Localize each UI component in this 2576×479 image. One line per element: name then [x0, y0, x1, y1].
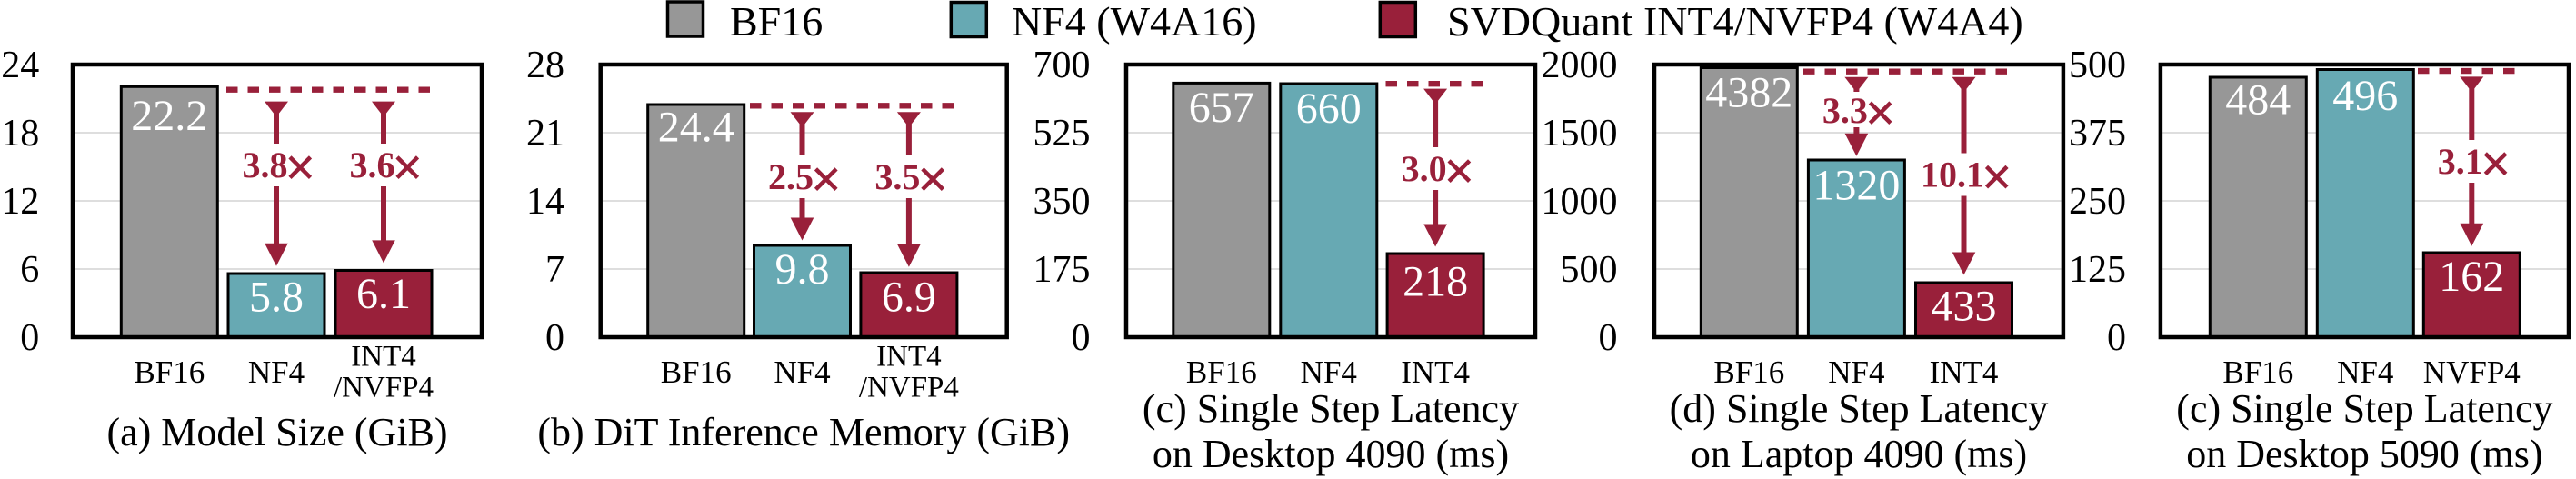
svg-text:NF4: NF4: [774, 354, 830, 390]
svg-text:24.4: 24.4: [658, 104, 734, 152]
svg-text:22.2: 22.2: [131, 92, 207, 140]
svg-text:3.3: 3.3: [1822, 90, 1868, 131]
svg-text:350: 350: [1033, 181, 1091, 223]
svg-text:218: 218: [1403, 258, 1468, 306]
svg-text:9.8: 9.8: [775, 245, 830, 294]
svg-text:NF4: NF4: [1301, 354, 1357, 390]
svg-text:INT4: INT4: [876, 341, 941, 374]
svg-text:0: 0: [2107, 317, 2126, 359]
svg-text:3.1: 3.1: [2438, 141, 2483, 182]
svg-text:7: 7: [545, 249, 564, 291]
svg-text:0: 0: [20, 317, 39, 359]
svg-text:INT4: INT4: [351, 341, 415, 374]
svg-text:3.5: 3.5: [874, 156, 920, 197]
svg-text:NF4 (W4A16): NF4 (W4A16): [1012, 0, 1257, 45]
svg-text:6: 6: [20, 249, 39, 291]
svg-text:500: 500: [2069, 45, 2126, 86]
svg-text:2000: 2000: [1542, 45, 1618, 86]
svg-text:INT4: INT4: [1401, 354, 1470, 390]
svg-text:1500: 1500: [1542, 113, 1618, 155]
svg-text:3.6: 3.6: [350, 145, 395, 185]
svg-text:on Desktop 4090 (ms): on Desktop 4090 (ms): [1153, 432, 1509, 476]
svg-text:4382: 4382: [1705, 69, 1792, 117]
svg-text:660: 660: [1296, 85, 1362, 133]
svg-text:0: 0: [1072, 317, 1091, 359]
svg-text:(d) Single Step Latency: (d) Single Step Latency: [1670, 386, 2049, 431]
svg-text:(c) Single Step Latency: (c) Single Step Latency: [2176, 386, 2552, 431]
svg-text:2.5: 2.5: [768, 156, 814, 197]
svg-text:BF16: BF16: [661, 354, 732, 390]
svg-text:6.1: 6.1: [356, 270, 411, 318]
svg-text:496: 496: [2332, 72, 2398, 120]
svg-text:BF16: BF16: [2222, 354, 2293, 390]
svg-text:0: 0: [545, 317, 564, 359]
svg-text:125: 125: [2069, 249, 2126, 291]
svg-text:375: 375: [2069, 113, 2126, 155]
svg-text:3.8: 3.8: [243, 145, 288, 185]
svg-text:(c) Single Step Latency: (c) Single Step Latency: [1143, 386, 1519, 431]
svg-text:3.0: 3.0: [1402, 148, 1447, 189]
svg-text:433: 433: [1932, 283, 1997, 331]
svg-text:18: 18: [1, 113, 39, 155]
svg-text:/NVFP4: /NVFP4: [334, 372, 434, 404]
svg-text:21: 21: [526, 113, 564, 155]
svg-text:SVDQuant INT4/NVFP4 (W4A4): SVDQuant INT4/NVFP4 (W4A4): [1447, 0, 2023, 45]
svg-text:BF16: BF16: [1186, 354, 1257, 390]
svg-text:INT4: INT4: [1930, 354, 1999, 390]
svg-text:/NVFP4: /NVFP4: [859, 372, 959, 404]
svg-text:525: 525: [1033, 113, 1091, 155]
svg-text:NF4: NF4: [1828, 354, 1884, 390]
svg-text:on Laptop 4090 (ms): on Laptop 4090 (ms): [1691, 432, 2027, 476]
svg-text:12: 12: [1, 181, 39, 223]
svg-text:175: 175: [1033, 249, 1091, 291]
svg-text:NVFP4: NVFP4: [2423, 354, 2521, 390]
svg-text:1320: 1320: [1812, 162, 1900, 210]
svg-text:162: 162: [2439, 253, 2504, 301]
svg-text:1000: 1000: [1542, 181, 1618, 223]
svg-text:0: 0: [1599, 317, 1618, 359]
svg-text:657: 657: [1189, 84, 1254, 132]
svg-text:(a) Model Size (GiB): (a) Model Size (GiB): [106, 410, 447, 454]
svg-text:6.9: 6.9: [882, 274, 936, 322]
svg-text:500: 500: [1561, 249, 1618, 291]
svg-text:NF4: NF4: [2337, 354, 2393, 390]
svg-text:NF4: NF4: [248, 354, 305, 390]
svg-text:14: 14: [526, 181, 564, 223]
svg-text:10.1: 10.1: [1921, 155, 1984, 195]
svg-text:250: 250: [2069, 181, 2126, 223]
svg-text:(b) DiT Inference Memory (GiB): (b) DiT Inference Memory (GiB): [537, 410, 1070, 454]
svg-text:28: 28: [526, 45, 564, 86]
svg-text:on Desktop 5090 (ms): on Desktop 5090 (ms): [2186, 432, 2542, 476]
svg-text:BF16: BF16: [1713, 354, 1784, 390]
svg-text:BF16: BF16: [134, 354, 205, 390]
svg-text:700: 700: [1033, 45, 1091, 86]
svg-text:24: 24: [1, 45, 39, 86]
svg-text:5.8: 5.8: [249, 274, 304, 322]
svg-text:BF16: BF16: [730, 0, 823, 45]
svg-text:484: 484: [2225, 76, 2291, 125]
